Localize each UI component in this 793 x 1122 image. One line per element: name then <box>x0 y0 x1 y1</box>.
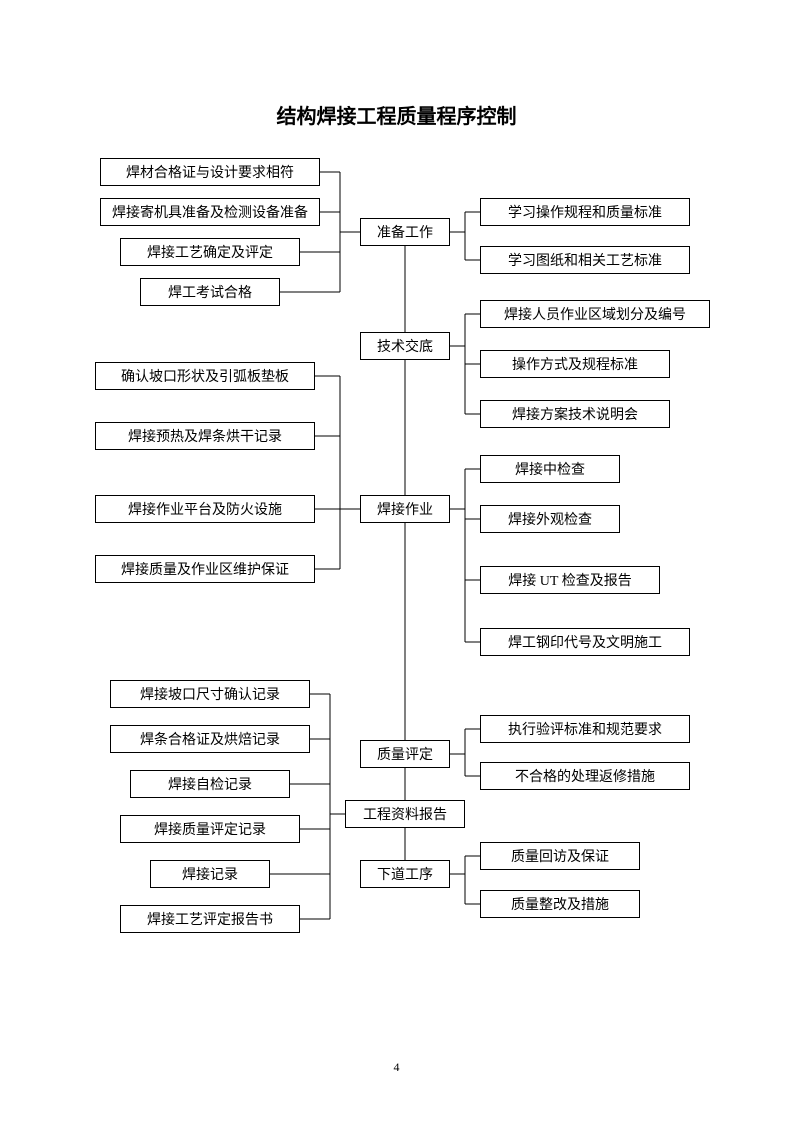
node-L2_preheat: 焊接预热及焊条烘干记录 <box>95 422 315 450</box>
node-L3_rodcert: 焊条合格证及烘焙记录 <box>110 725 310 753</box>
node-center_qual: 质量评定 <box>360 740 450 768</box>
node-L1_equip: 焊接寄机具准备及检测设备准备 <box>100 198 320 226</box>
node-R1_rules: 学习操作规程和质量标准 <box>480 198 690 226</box>
node-R4_std: 执行验评标准和规范要求 <box>480 715 690 743</box>
page: 结构焊接工程质量程序控制 准备工作技术交底焊接作业质量评定工程资料报告下道工序焊… <box>0 0 793 1122</box>
node-center_tech: 技术交底 <box>360 332 450 360</box>
node-L1_process: 焊接工艺确定及评定 <box>120 238 300 266</box>
node-R5_rectify: 质量整改及措施 <box>480 890 640 918</box>
node-R1_drawings: 学习图纸和相关工艺标准 <box>480 246 690 274</box>
node-R2_area: 焊接人员作业区域划分及编号 <box>480 300 710 328</box>
node-R3_stamp: 焊工钢印代号及文明施工 <box>480 628 690 656</box>
node-center_prep: 准备工作 <box>360 218 450 246</box>
node-R4_reject: 不合格的处理返修措施 <box>480 762 690 790</box>
node-L3_weldrec: 焊接记录 <box>150 860 270 888</box>
node-center_weld: 焊接作业 <box>360 495 450 523</box>
node-R3_mid: 焊接中检查 <box>480 455 620 483</box>
node-L3_qualrec: 焊接质量评定记录 <box>120 815 300 843</box>
node-center_next: 下道工序 <box>360 860 450 888</box>
node-R2_meet: 焊接方案技术说明会 <box>480 400 670 428</box>
node-R3_ut: 焊接 UT 检查及报告 <box>480 566 660 594</box>
node-R2_ops: 操作方式及规程标准 <box>480 350 670 378</box>
node-L2_platform: 焊接作业平台及防火设施 <box>95 495 315 523</box>
node-L2_maint: 焊接质量及作业区维护保证 <box>95 555 315 583</box>
node-L3_selfchk: 焊接自检记录 <box>130 770 290 798</box>
node-L2_groove: 确认坡口形状及引弧板垫板 <box>95 362 315 390</box>
node-L3_groovedim: 焊接坡口尺寸确认记录 <box>110 680 310 708</box>
node-L1_cert: 焊材合格证与设计要求相符 <box>100 158 320 186</box>
node-center_doc: 工程资料报告 <box>345 800 465 828</box>
diagram-title: 结构焊接工程质量程序控制 <box>0 100 793 129</box>
page-number: 4 <box>0 1060 793 1075</box>
node-L3_procrpt: 焊接工艺评定报告书 <box>120 905 300 933</box>
node-R3_visual: 焊接外观检查 <box>480 505 620 533</box>
node-R5_revisit: 质量回访及保证 <box>480 842 640 870</box>
node-L1_welder: 焊工考试合格 <box>140 278 280 306</box>
